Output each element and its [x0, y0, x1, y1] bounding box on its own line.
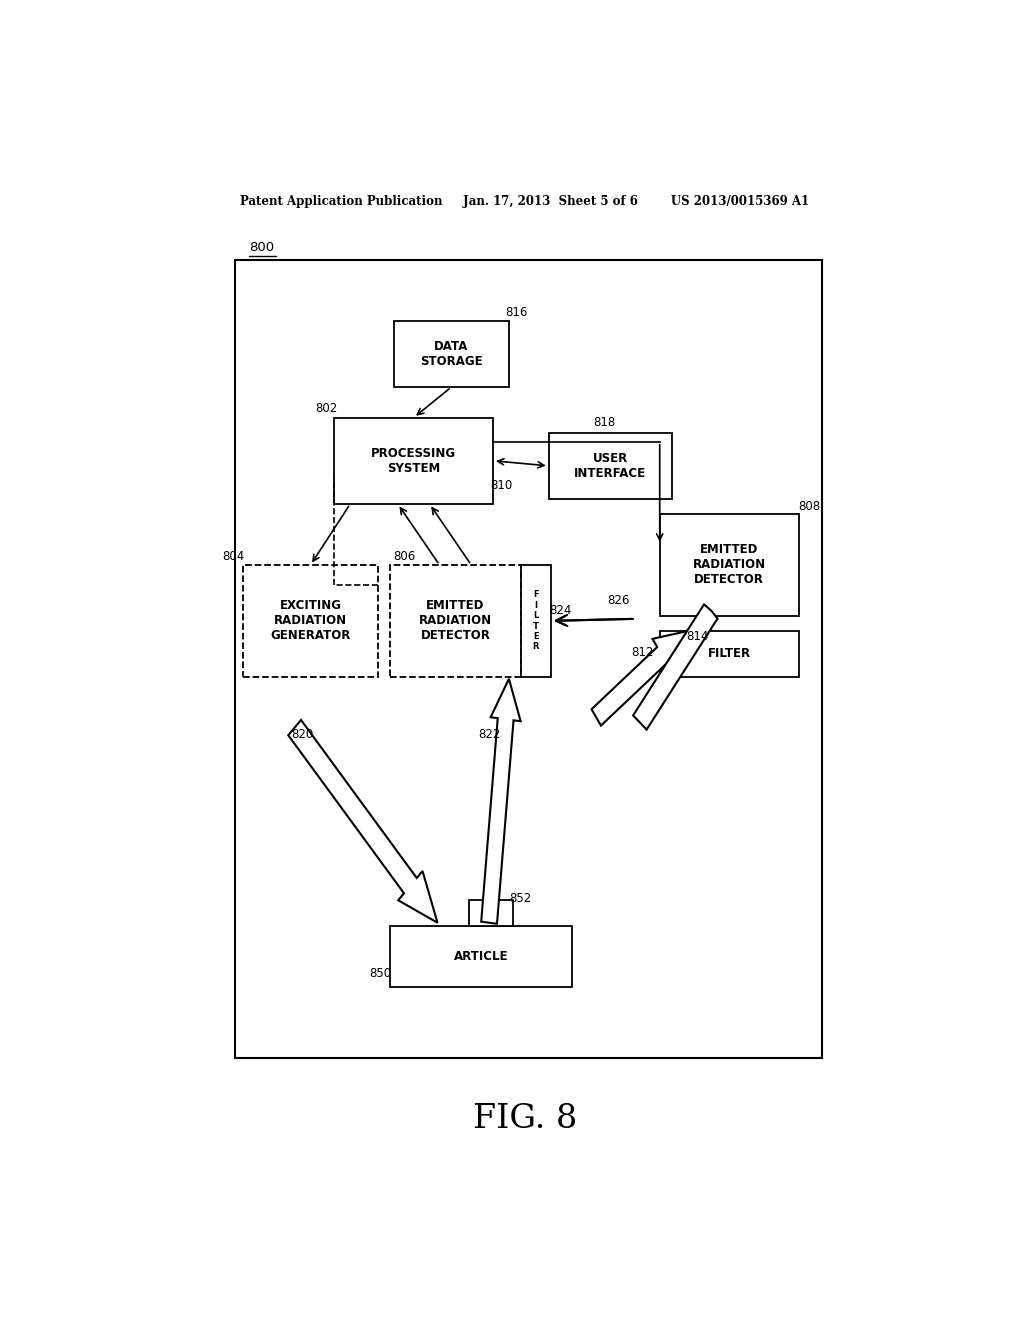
- Text: DATA
STORAGE: DATA STORAGE: [420, 341, 482, 368]
- Text: USER
INTERFACE: USER INTERFACE: [574, 451, 646, 480]
- Text: 818: 818: [593, 416, 615, 429]
- Bar: [236, 260, 822, 1057]
- Text: 810: 810: [489, 479, 512, 492]
- Text: Patent Application Publication     Jan. 17, 2013  Sheet 5 of 6        US 2013/00: Patent Application Publication Jan. 17, …: [241, 194, 809, 207]
- Text: 812: 812: [631, 645, 653, 659]
- Text: 850: 850: [370, 968, 391, 979]
- Text: EMITTED
RADIATION
DETECTOR: EMITTED RADIATION DETECTOR: [692, 544, 766, 586]
- Bar: [390, 925, 572, 987]
- Polygon shape: [289, 719, 437, 923]
- Text: F
I
L
T
E
R: F I L T E R: [532, 590, 540, 651]
- Bar: [549, 433, 672, 499]
- Text: FIG. 8: FIG. 8: [473, 1104, 577, 1135]
- Bar: [243, 565, 378, 677]
- Bar: [469, 900, 513, 925]
- Text: 816: 816: [506, 306, 528, 319]
- Bar: [659, 513, 799, 615]
- Text: 806: 806: [393, 550, 416, 564]
- Polygon shape: [592, 631, 687, 726]
- Text: 824: 824: [549, 605, 571, 618]
- Text: 802: 802: [315, 401, 338, 414]
- Text: 814: 814: [687, 630, 709, 643]
- Polygon shape: [481, 678, 520, 924]
- Text: 804: 804: [222, 550, 245, 564]
- Bar: [390, 565, 521, 677]
- Text: 820: 820: [292, 729, 313, 742]
- Text: EXCITING
RADIATION
GENERATOR: EXCITING RADIATION GENERATOR: [270, 599, 350, 643]
- Text: 822: 822: [478, 729, 501, 742]
- Text: ARTICLE: ARTICLE: [454, 950, 508, 962]
- Text: EMITTED
RADIATION
DETECTOR: EMITTED RADIATION DETECTOR: [419, 599, 492, 643]
- Bar: [659, 631, 799, 677]
- Bar: [521, 565, 551, 677]
- Bar: [334, 417, 494, 504]
- Text: 852: 852: [510, 892, 531, 904]
- Bar: [394, 321, 509, 387]
- Text: 800: 800: [249, 242, 273, 253]
- Text: 808: 808: [798, 499, 820, 512]
- Text: FILTER: FILTER: [708, 647, 751, 660]
- Polygon shape: [633, 605, 718, 730]
- Text: 826: 826: [607, 594, 630, 607]
- Text: PROCESSING
SYSTEM: PROCESSING SYSTEM: [371, 446, 457, 475]
